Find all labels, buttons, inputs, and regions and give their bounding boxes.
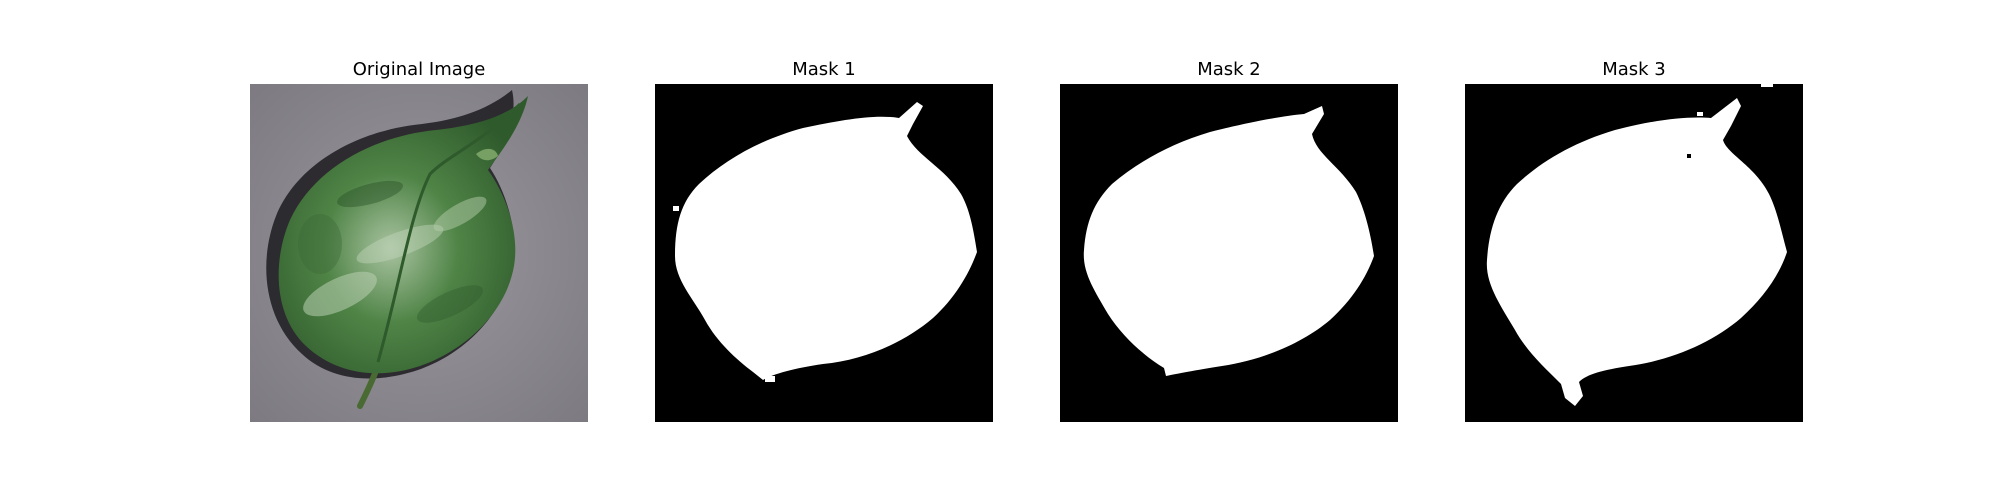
mask-region bbox=[675, 102, 977, 380]
panel-mask-2: Mask 2 bbox=[1060, 0, 1398, 500]
panel-mask-1: Mask 1 bbox=[655, 0, 993, 500]
panel-title: Original Image bbox=[352, 59, 486, 80]
leaf-midrib bbox=[376, 102, 522, 363]
panel-title: Mask 2 bbox=[1197, 59, 1261, 80]
panel-title: Mask 1 bbox=[792, 59, 856, 80]
panel-title: Mask 3 bbox=[1602, 59, 1666, 80]
mask-2-image bbox=[1060, 84, 1398, 422]
panel-original-image: Original Image bbox=[250, 0, 588, 500]
mask-1-image bbox=[655, 84, 993, 422]
original-leaf-photo bbox=[250, 84, 588, 422]
mask-3-image bbox=[1465, 84, 1803, 422]
panel-mask-3: Mask 3 bbox=[1465, 0, 1803, 500]
mask-region bbox=[1486, 98, 1787, 406]
mask-region bbox=[1083, 106, 1374, 376]
